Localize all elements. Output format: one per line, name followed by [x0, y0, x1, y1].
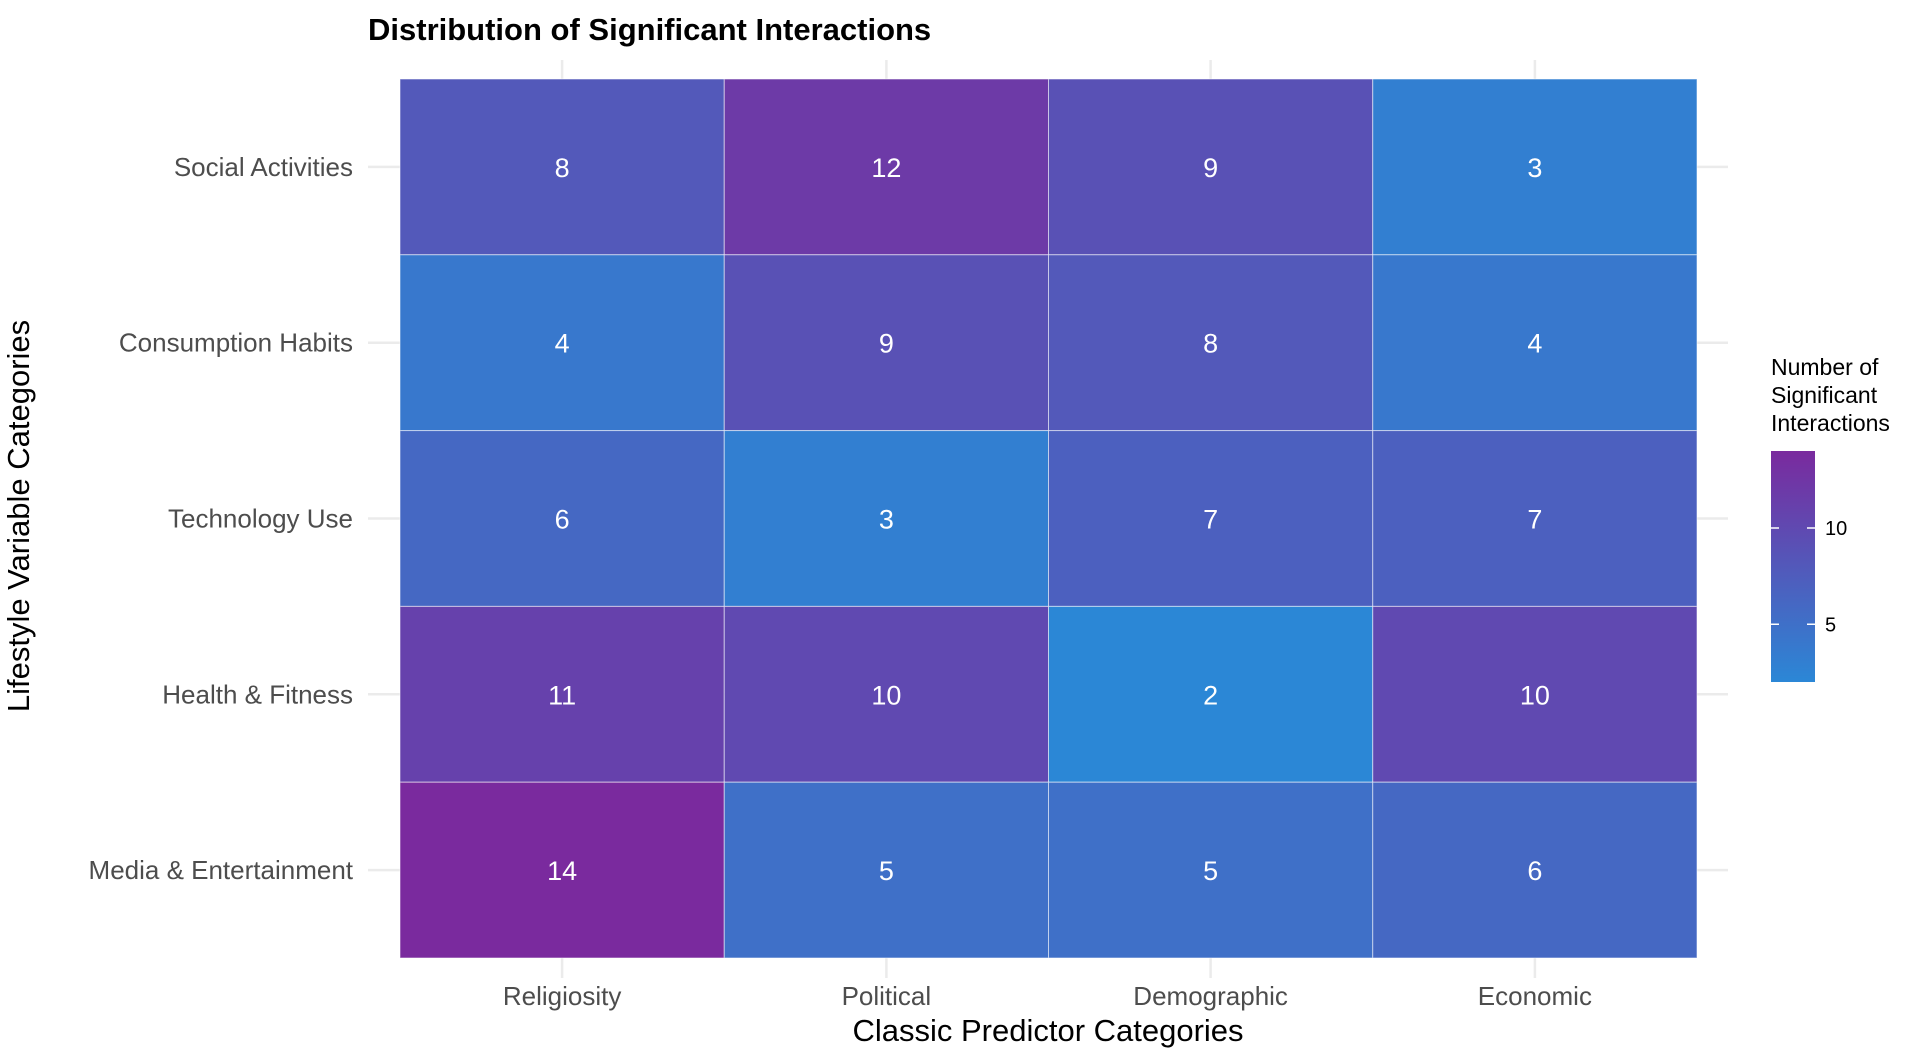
- heatmap-cell: [399, 781, 725, 959]
- heatmap-cell: [399, 430, 725, 607]
- cell-value-label: 6: [555, 505, 570, 535]
- heatmap-cell: [399, 254, 725, 432]
- cell-value-label: 4: [555, 329, 570, 359]
- heatmap-cell: [1372, 781, 1698, 959]
- cell-value-label: 2: [1203, 680, 1218, 710]
- legend-colorbar: [1771, 451, 1815, 682]
- cell-value-label: 9: [1203, 153, 1218, 183]
- cell-value-label: 12: [871, 153, 901, 183]
- y-tick-label: Media & Entertainment: [89, 855, 354, 885]
- legend-title-line: Significant: [1771, 382, 1878, 408]
- cell-value-label: 9: [879, 329, 894, 359]
- heatmap-cell: [1048, 605, 1374, 783]
- cell-value-label: 5: [879, 856, 894, 886]
- heatmap-cell: [1372, 430, 1698, 607]
- heatmap-cell: [399, 605, 725, 783]
- heatmap-cell: [723, 605, 1049, 783]
- cell-value-label: 3: [879, 505, 894, 535]
- legend-title-line: Interactions: [1771, 410, 1890, 436]
- heatmap-cell: [1372, 78, 1698, 256]
- x-tick-label: Political: [842, 981, 932, 1011]
- cell-value-label: 10: [1520, 680, 1550, 710]
- cell-value-label: 3: [1527, 153, 1542, 183]
- cell-value-label: 7: [1203, 505, 1218, 535]
- y-tick-label: Technology Use: [168, 504, 353, 534]
- cell-value-label: 14: [547, 856, 577, 886]
- cell-value-label: 10: [871, 680, 901, 710]
- cell-value-label: 8: [1203, 329, 1218, 359]
- heatmap-cell: [723, 254, 1049, 432]
- heatmap-cell: [1048, 430, 1374, 607]
- chart-title: Distribution of Significant Interactions: [368, 12, 931, 47]
- heatmap-cell: [723, 781, 1049, 959]
- heatmap-cell: [1372, 254, 1698, 432]
- cell-value-label: 11: [548, 680, 576, 710]
- heatmap-cell: [723, 78, 1049, 256]
- cell-value-label: 5: [1203, 856, 1218, 886]
- heatmap-cell: [1372, 605, 1698, 783]
- x-tick-label: Economic: [1478, 981, 1592, 1011]
- cell-value-label: 7: [1527, 505, 1542, 535]
- y-axis-title: Lifestyle Variable Categories: [1, 320, 36, 712]
- cell-value-labels: 8 12 9 3 4 9 8 4 6 3 7 7 11 10 2 10 14 5 5 6: [547, 153, 1550, 886]
- legend-title-line: Number of: [1771, 354, 1879, 380]
- cell-value-label: 4: [1527, 329, 1542, 359]
- x-tick-label: Demographic: [1133, 981, 1288, 1011]
- heatmap-cell: [723, 430, 1049, 607]
- x-axis-title: Classic Predictor Categories: [852, 1013, 1243, 1048]
- axis-tick-labels: Religiosity Political Demographic Economic S…: [89, 152, 1592, 1011]
- y-tick-label: Social Activities: [174, 152, 353, 182]
- legend-tick-label: 10: [1825, 518, 1847, 540]
- heatmap-cells: [399, 78, 1698, 959]
- heatmap-cell: [1048, 781, 1374, 959]
- heatmap-cell: [1048, 254, 1374, 432]
- y-tick-label: Consumption Habits: [119, 328, 353, 358]
- y-tick-label: Health & Fitness: [162, 679, 353, 709]
- cell-value-label: 6: [1527, 856, 1542, 886]
- legend-tick-label: 5: [1825, 614, 1836, 636]
- legend-ticks: 5 10: [1771, 518, 1847, 636]
- x-tick-label: Religiosity: [503, 981, 622, 1011]
- cell-value-label: 8: [555, 153, 570, 183]
